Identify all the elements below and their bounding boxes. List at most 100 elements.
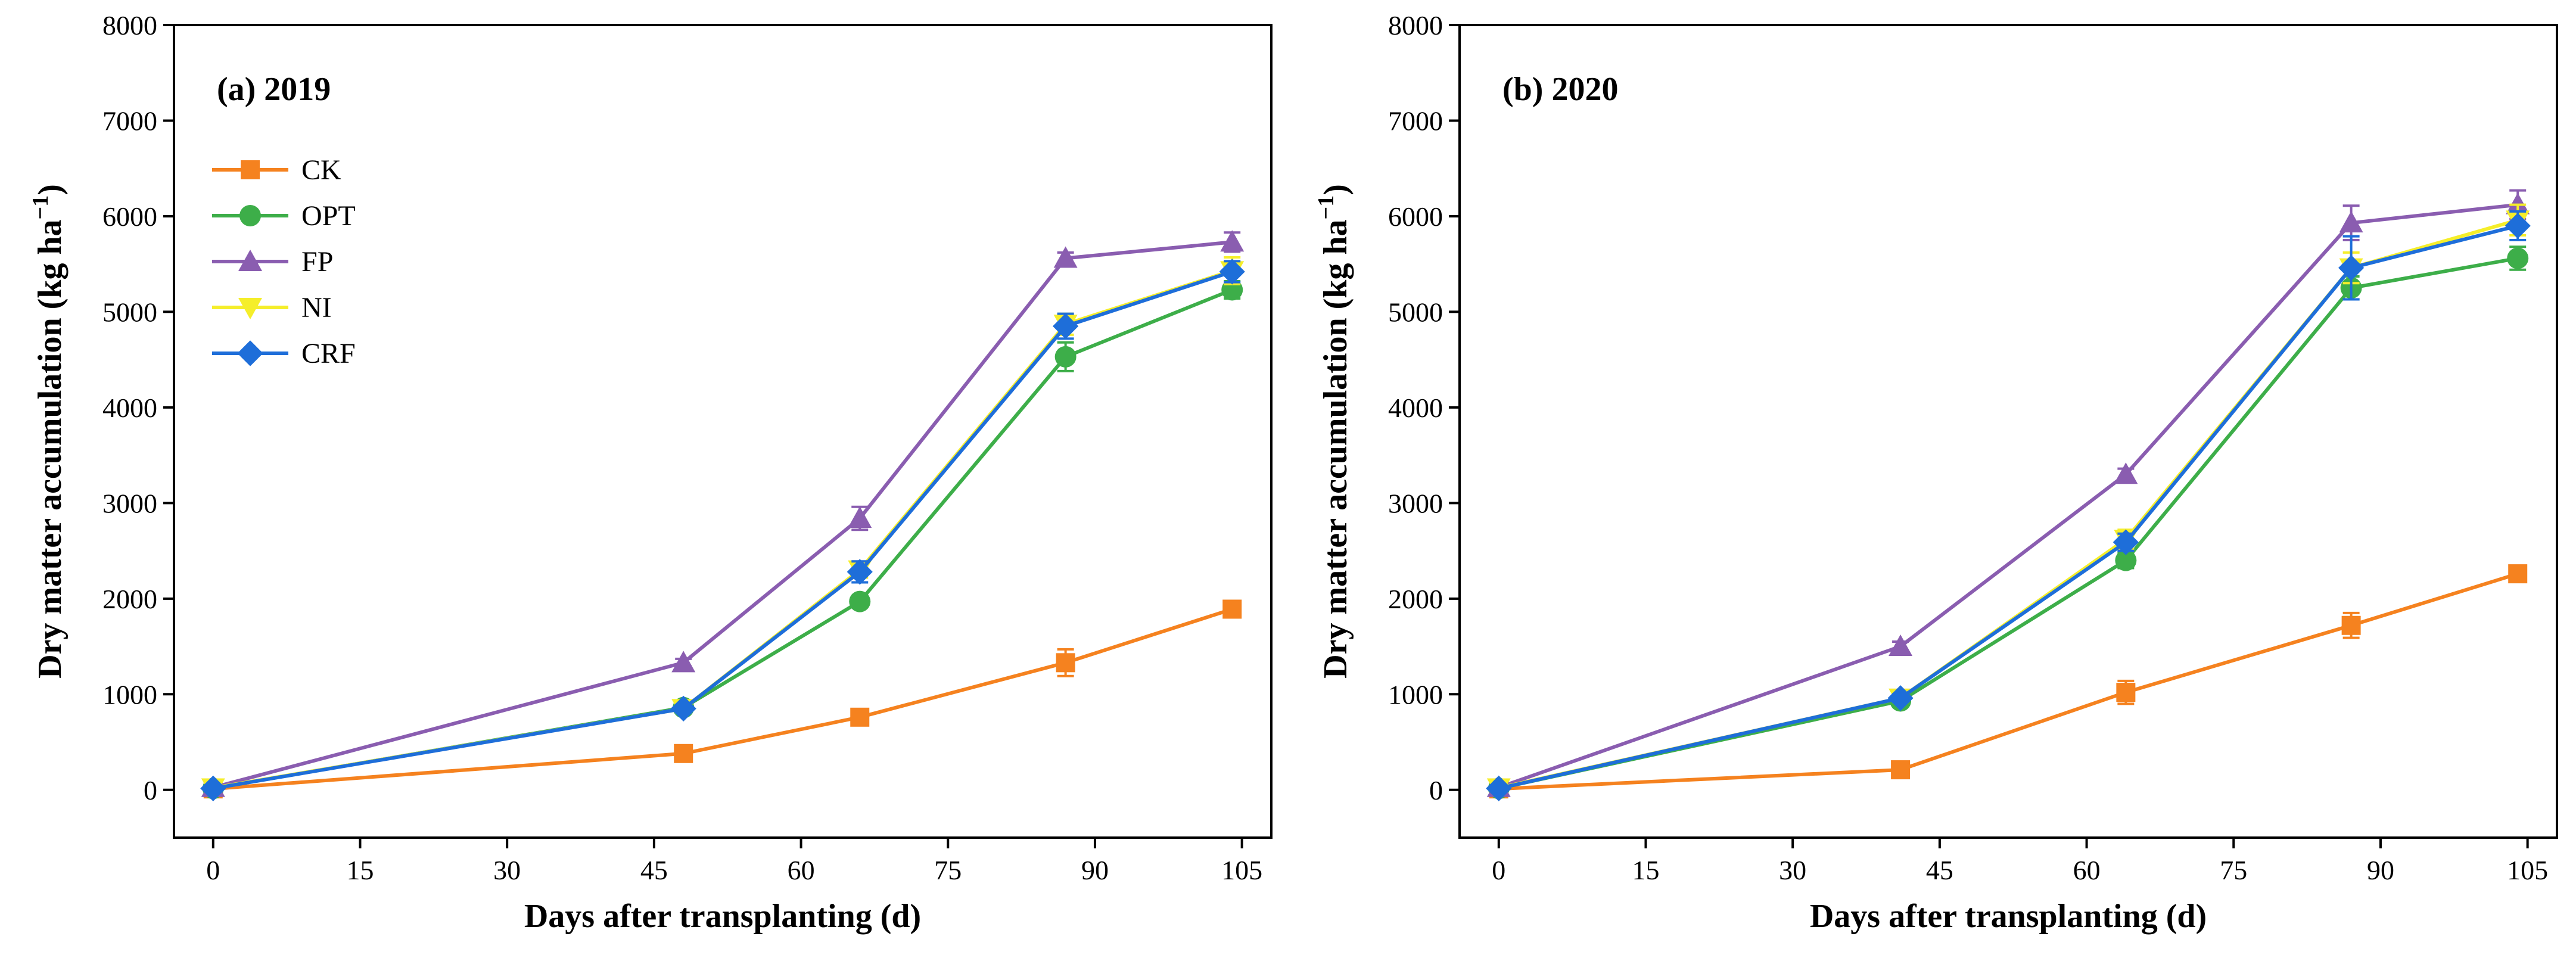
data-point-crf	[2505, 213, 2531, 239]
data-point-crf	[847, 559, 873, 585]
x-tick-label: 30	[493, 855, 521, 885]
data-point-fp	[671, 651, 696, 673]
data-point-ck	[1056, 653, 1075, 673]
legend-marker-fp	[238, 250, 262, 271]
legend-label-opt: OPT	[301, 200, 356, 232]
chart-panel-2019: 0 1000 2000 3000 4000 5000 6000 7000 8000 0 15 30 45…	[28, 10, 1273, 935]
y-tick-label: 0	[1429, 775, 1443, 805]
data-point-ck	[1891, 760, 1911, 780]
x-tick-label: 45	[1926, 855, 1953, 885]
chart-panel-2020: 0 1000 2000 3000 4000 5000 6000 7000 8000 0 15 30 45…	[1314, 10, 2558, 935]
x-tick-label: 75	[934, 855, 962, 885]
y-axis-title-sup: −1	[1314, 195, 1339, 220]
data-point-fp	[2339, 211, 2363, 233]
series-opt	[202, 279, 1243, 800]
y-tick-label: 4000	[102, 393, 157, 423]
data-point-crf	[1053, 313, 1079, 340]
y-axis-title: Dry matter accumulation (kg ha−1)	[1314, 184, 1354, 679]
legend-marker-opt	[239, 205, 261, 226]
series-ni	[201, 256, 1245, 800]
legend: CK OPT FP NI CRF	[212, 154, 356, 369]
x-tick-label: 105	[1221, 855, 1262, 885]
y-axis-title-end: )	[1317, 184, 1354, 195]
legend-label-ni: NI	[301, 292, 332, 324]
y-tick-label: 3000	[102, 488, 157, 518]
y-tick-label: 2000	[102, 584, 157, 614]
x-tick-label: 90	[2367, 855, 2394, 885]
x-tick-label: 60	[2073, 855, 2101, 885]
panel-title: (b) 2020	[1502, 71, 1618, 108]
series-ck	[1489, 564, 2528, 799]
data-point-ck	[2508, 564, 2528, 584]
data-point-fp	[2114, 462, 2138, 484]
data-point-crf	[1887, 685, 1914, 711]
legend-marker-crf	[237, 340, 263, 366]
series-crf	[1486, 210, 2531, 801]
y-tick-label: 5000	[102, 297, 157, 327]
legend-marker-ck	[241, 160, 260, 179]
series-opt	[1488, 245, 2529, 800]
y-tick-label: 8000	[1388, 10, 1443, 41]
y-tick-label: 6000	[102, 201, 157, 232]
series-crf	[200, 259, 1245, 801]
data-point-crf	[670, 695, 696, 721]
data-point-fp	[1220, 230, 1245, 252]
data-point-opt	[1054, 346, 1077, 368]
y-axis-title-main: Dry matter accumulation (kg ha	[32, 219, 69, 678]
data-point-ck	[850, 707, 870, 727]
y-axis-title-sup: −1	[28, 195, 53, 220]
series-line-crf	[1498, 224, 2518, 791]
y-tick-label: 8000	[102, 10, 157, 41]
x-tick-label: 15	[346, 855, 374, 885]
series-line-opt	[213, 288, 1233, 791]
y-tick-label: 7000	[102, 105, 157, 136]
x-tick-label: 15	[1632, 855, 1659, 885]
data-point-ck	[2116, 683, 2136, 702]
data-point-crf	[200, 775, 226, 801]
y-axis-title-main: Dry matter accumulation (kg ha	[1317, 219, 1354, 678]
panel-title: (a) 2019	[217, 71, 331, 108]
y-tick-label: 3000	[1388, 488, 1443, 518]
y-axis-title-end: )	[32, 184, 69, 195]
series-line-opt	[1498, 256, 2518, 791]
y-tick-label: 0	[144, 775, 157, 805]
data-point-ck	[674, 744, 693, 763]
x-tick-label: 30	[1779, 855, 1806, 885]
data-point-fp	[1053, 246, 1078, 268]
series-line-crf	[213, 270, 1233, 791]
data-point-fp	[1889, 634, 1913, 657]
plot-frame	[173, 24, 1273, 839]
legend-label-fp: FP	[301, 246, 333, 278]
data-point-opt	[2507, 247, 2529, 269]
x-tick-label: 0	[206, 855, 220, 885]
series-ni	[1486, 203, 2530, 800]
legend-marker-ni	[238, 298, 262, 319]
data-point-crf	[2113, 529, 2139, 555]
y-tick-label: 4000	[1388, 393, 1443, 423]
series-line-fp	[1498, 203, 2518, 789]
series-line-ni	[1498, 218, 2519, 790]
x-tick-label: 90	[1081, 855, 1109, 885]
y-tick-label: 6000	[1388, 201, 1443, 232]
x-tick-label: 0	[1492, 855, 1505, 885]
series-fp	[201, 230, 1245, 797]
plot-frame	[1458, 24, 2558, 839]
y-tick-label: 1000	[102, 679, 157, 710]
y-tick-label: 2000	[1388, 584, 1443, 614]
data-point-crf	[2338, 254, 2365, 281]
series-line-fp	[213, 240, 1233, 789]
series-fp	[1486, 189, 2530, 797]
y-tick-label: 7000	[1388, 105, 1443, 136]
data-point-ck	[2341, 615, 2361, 635]
data-point-crf	[1486, 775, 1512, 801]
data-point-crf	[1219, 259, 1245, 285]
x-tick-label: 105	[2507, 855, 2548, 885]
x-tick-label: 60	[788, 855, 815, 885]
x-tick-label: 75	[2220, 855, 2247, 885]
data-point-ck	[1222, 599, 1242, 619]
y-tick-label: 1000	[1388, 679, 1443, 710]
series-line-ni	[213, 269, 1233, 790]
data-point-opt	[849, 590, 871, 612]
legend-label-crf: CRF	[301, 338, 356, 369]
